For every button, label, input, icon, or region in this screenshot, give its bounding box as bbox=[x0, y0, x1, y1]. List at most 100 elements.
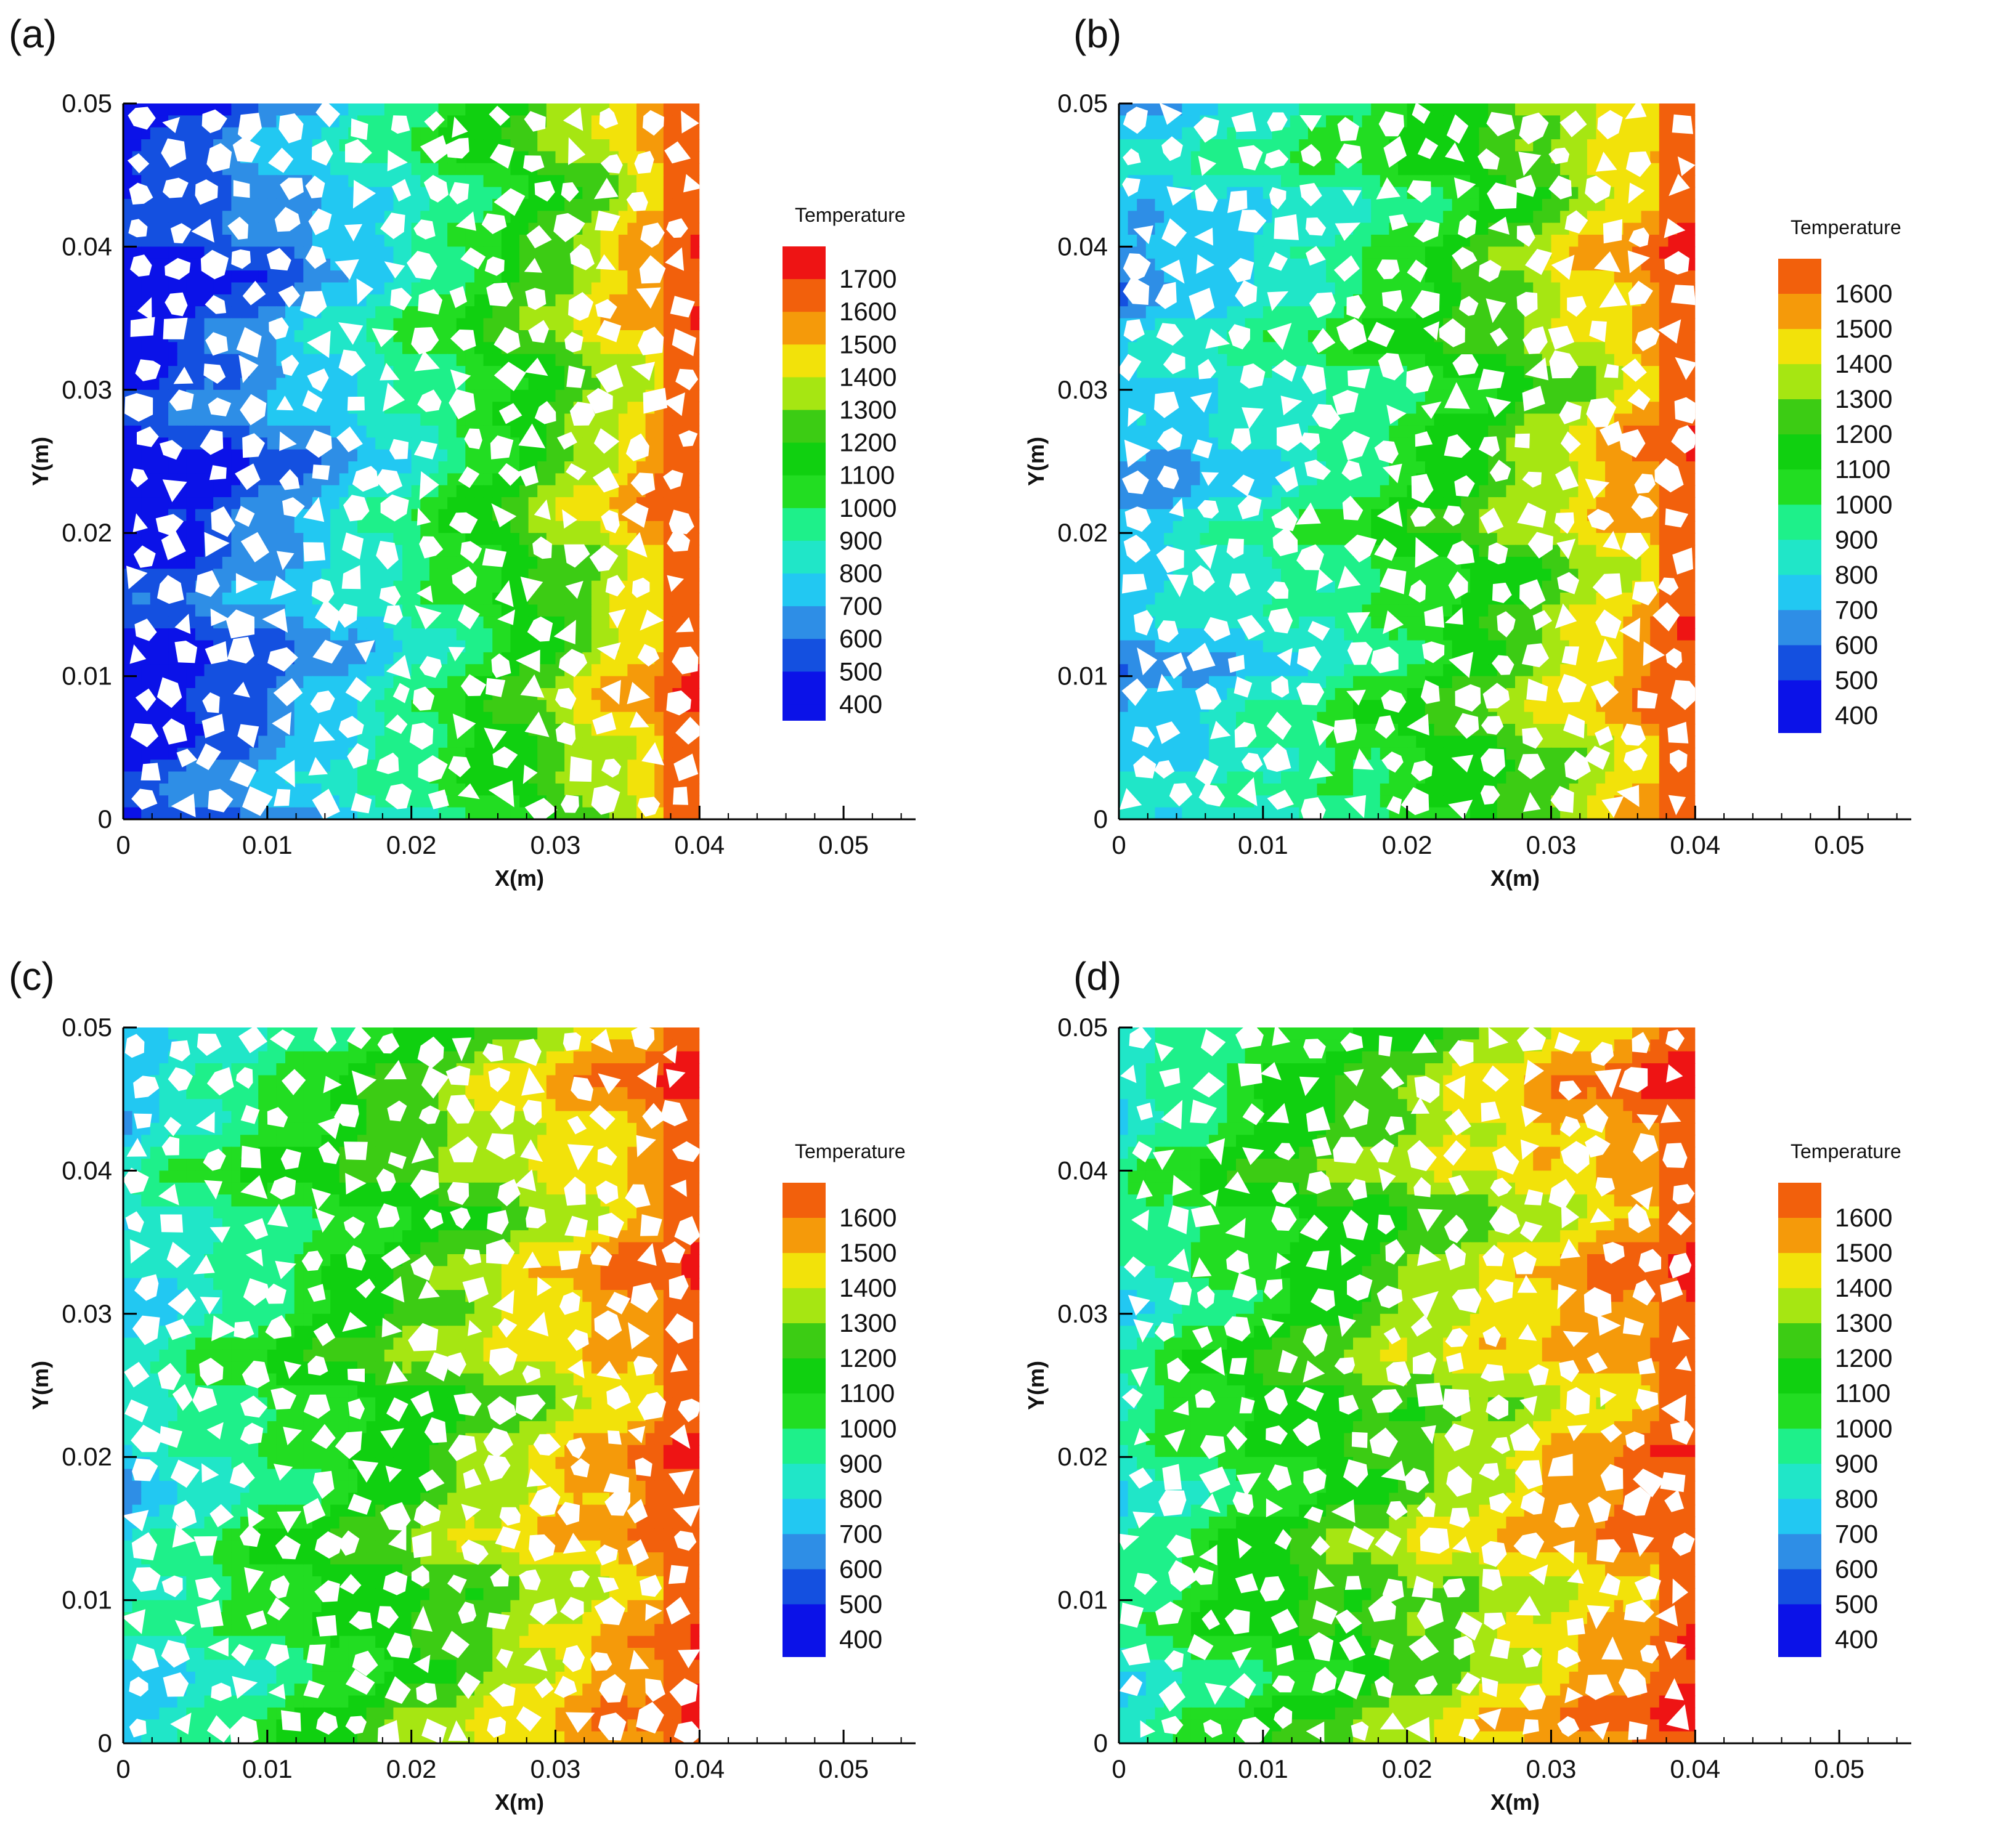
field-cell bbox=[1578, 175, 1588, 188]
field-cell bbox=[447, 700, 457, 713]
field-cell bbox=[1353, 198, 1363, 212]
field-cell bbox=[402, 366, 412, 379]
field-cell bbox=[1659, 103, 1669, 116]
particle bbox=[670, 296, 695, 318]
field-cell bbox=[258, 473, 268, 486]
field-cell bbox=[582, 425, 592, 439]
field-cell bbox=[465, 795, 475, 808]
field-cell bbox=[1145, 198, 1156, 212]
field-cell bbox=[366, 533, 376, 546]
field-cell bbox=[375, 771, 385, 784]
particle bbox=[303, 496, 325, 522]
field-cell bbox=[294, 318, 304, 331]
field-cell bbox=[357, 378, 367, 391]
field-cell bbox=[429, 807, 439, 819]
field-cell bbox=[159, 366, 169, 379]
field-cell bbox=[375, 711, 385, 724]
field-cell bbox=[366, 736, 376, 748]
field-cell bbox=[159, 760, 169, 772]
field-cell bbox=[528, 139, 538, 152]
field-cell bbox=[645, 533, 655, 546]
field-cell bbox=[411, 711, 421, 724]
particle bbox=[621, 503, 649, 528]
field-cell bbox=[285, 461, 295, 474]
field-cell bbox=[366, 342, 376, 355]
field-cell bbox=[474, 807, 484, 819]
field-cell bbox=[555, 425, 565, 439]
field-cell bbox=[222, 593, 232, 606]
field-cell bbox=[411, 640, 421, 653]
particle bbox=[209, 465, 227, 480]
field-cell bbox=[510, 711, 520, 724]
field-cell bbox=[618, 473, 628, 486]
particle bbox=[352, 180, 376, 209]
field-cell bbox=[339, 115, 349, 128]
field-cell bbox=[420, 556, 430, 570]
field-cell bbox=[267, 688, 277, 701]
field-cell bbox=[339, 736, 349, 748]
field-cell bbox=[447, 485, 457, 498]
field-cell bbox=[294, 198, 304, 212]
field-cell bbox=[645, 700, 655, 713]
particle bbox=[314, 723, 335, 742]
particle bbox=[386, 655, 411, 679]
field-cell bbox=[456, 795, 466, 808]
field-cell bbox=[672, 103, 682, 116]
field-cell bbox=[654, 604, 664, 617]
field-cell bbox=[555, 103, 565, 116]
particle bbox=[564, 331, 583, 353]
field-cell bbox=[681, 580, 691, 593]
y-tick-label: 0.02 bbox=[62, 518, 112, 547]
field-cell bbox=[375, 795, 385, 808]
field-cell bbox=[438, 604, 448, 617]
field-cell bbox=[1686, 151, 1696, 164]
field-cell bbox=[1254, 103, 1264, 116]
field-cell bbox=[600, 569, 610, 582]
field-cell bbox=[609, 497, 619, 510]
field-cell bbox=[474, 413, 484, 426]
field-cell bbox=[330, 163, 340, 176]
field-cell bbox=[150, 461, 160, 474]
particle bbox=[171, 793, 196, 817]
field-cell bbox=[276, 628, 286, 641]
field-cell bbox=[1155, 187, 1165, 200]
field-cell bbox=[294, 151, 304, 164]
field-cell bbox=[294, 163, 304, 176]
field-cell bbox=[501, 127, 511, 140]
field-cell bbox=[186, 425, 196, 439]
field-cell bbox=[411, 163, 421, 176]
field-cell bbox=[159, 425, 169, 439]
legend-level-label: 1200 bbox=[839, 428, 896, 457]
field-cell bbox=[474, 187, 484, 200]
particle bbox=[523, 155, 545, 172]
field-cell bbox=[132, 664, 142, 677]
field-cell bbox=[177, 198, 187, 212]
field-cell bbox=[654, 509, 664, 522]
field-cell bbox=[123, 258, 133, 271]
particle bbox=[669, 509, 694, 535]
field-cell bbox=[510, 688, 520, 701]
particle bbox=[418, 755, 448, 782]
y-tick-label: 0.03 bbox=[62, 375, 112, 404]
field-cell bbox=[1227, 127, 1237, 140]
field-cell bbox=[573, 485, 583, 498]
field-cell bbox=[357, 163, 367, 176]
particle bbox=[211, 506, 235, 537]
field-cell bbox=[393, 413, 403, 426]
field-cell bbox=[1443, 103, 1453, 116]
particle bbox=[282, 497, 305, 517]
field-cell bbox=[474, 771, 484, 784]
field-cell bbox=[429, 556, 439, 570]
field-cell bbox=[330, 437, 340, 450]
field-cell bbox=[600, 139, 610, 152]
field-cell bbox=[600, 497, 610, 510]
field-cell bbox=[474, 115, 484, 128]
particle bbox=[672, 328, 696, 357]
field-cell bbox=[294, 103, 304, 116]
field-cell bbox=[312, 485, 322, 498]
field-cell bbox=[1461, 103, 1471, 116]
field-cell bbox=[1434, 151, 1444, 164]
field-cell bbox=[492, 533, 502, 546]
field-cell bbox=[384, 139, 394, 152]
field-cell bbox=[582, 366, 592, 379]
